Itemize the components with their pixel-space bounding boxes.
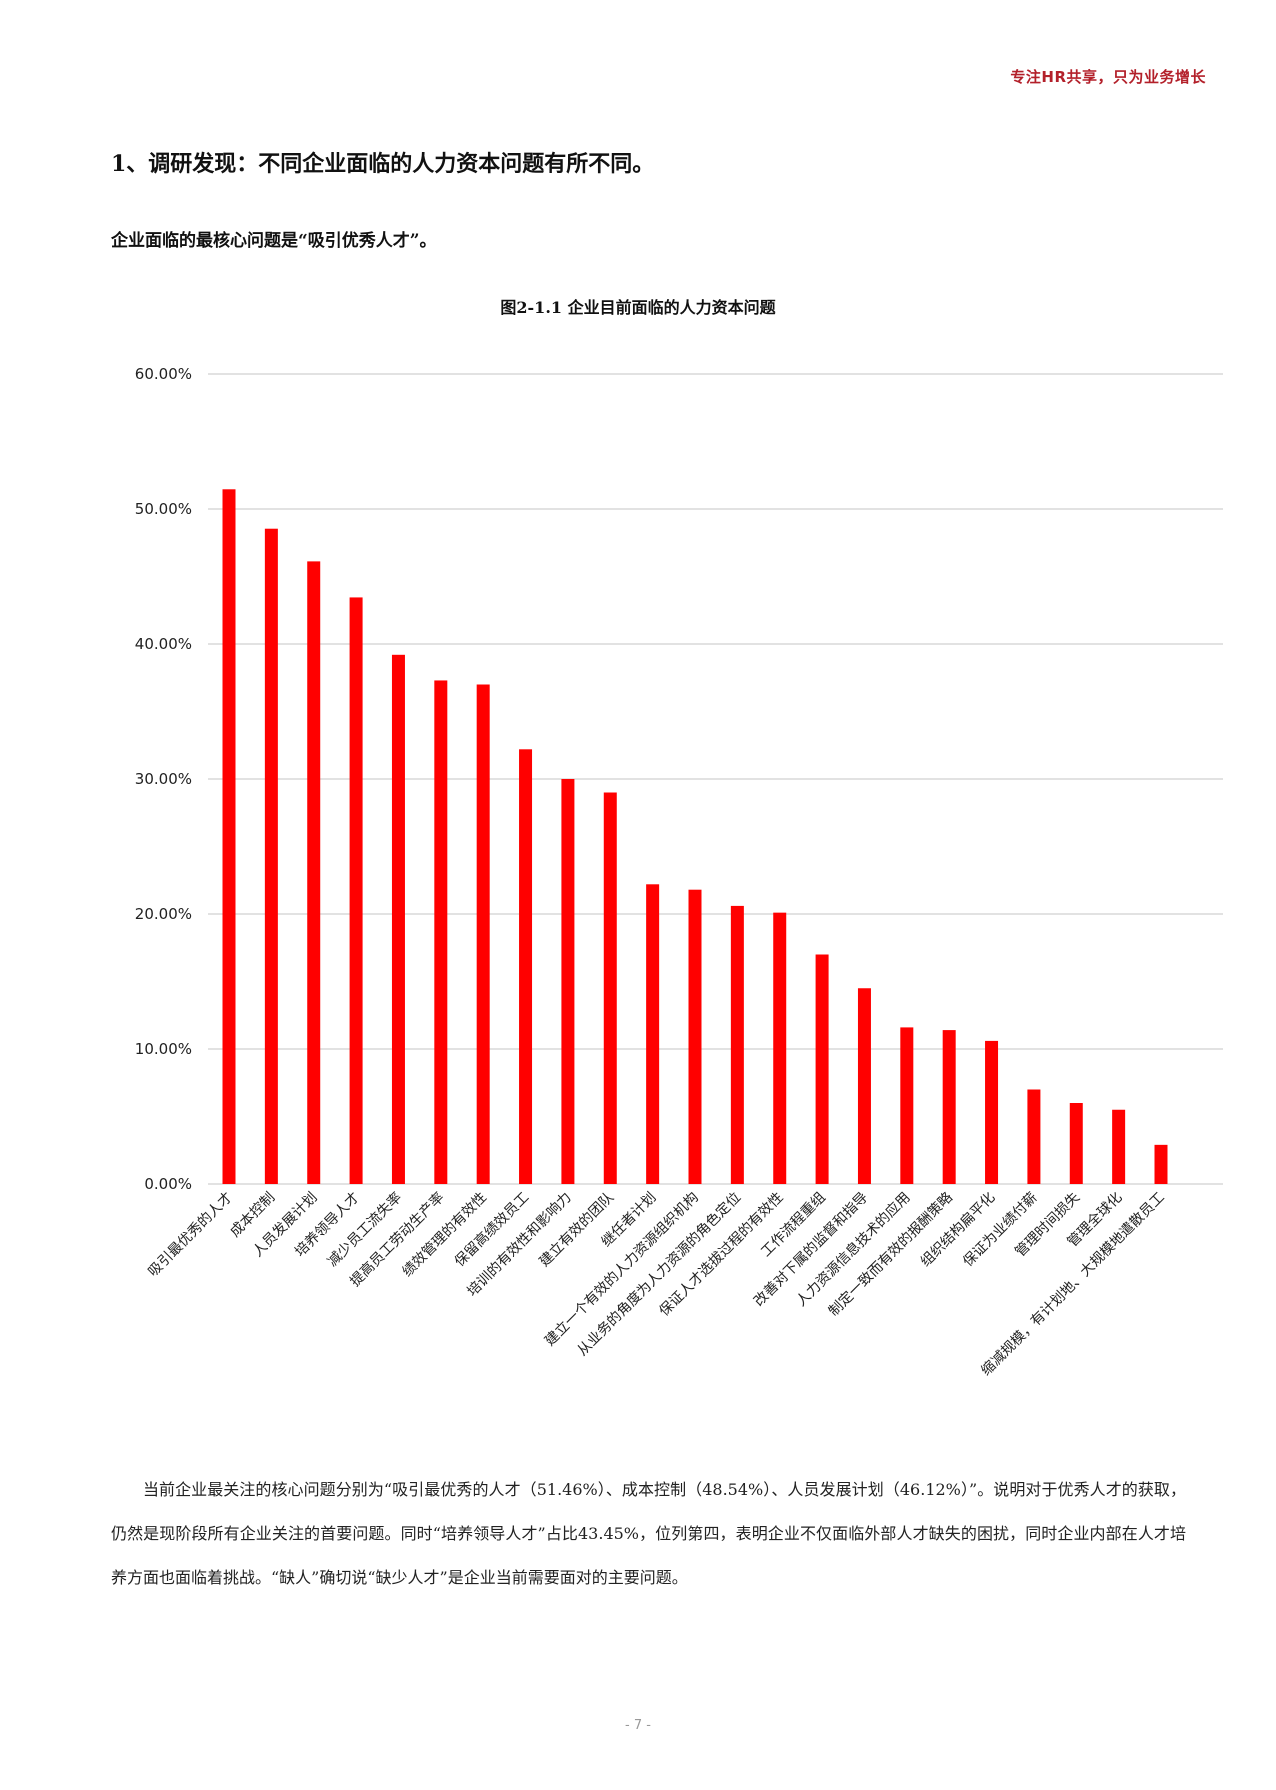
bar (688, 889, 702, 1184)
bar (1154, 1144, 1168, 1184)
y-tick-label: 60.00% (135, 365, 192, 383)
y-tick-label: 0.00% (144, 1175, 192, 1193)
figure-title: 图2-1.1 企业目前面临的人力资本问题 (500, 298, 776, 317)
bar (476, 684, 490, 1184)
y-tick-label: 50.00% (135, 500, 192, 518)
lead-statement: 企业面临的最核心问题是“吸引优秀人才”。 (111, 231, 437, 251)
bar (561, 779, 575, 1184)
bar (1069, 1103, 1083, 1184)
bar (519, 749, 533, 1184)
bar (391, 654, 405, 1184)
bar (264, 528, 278, 1184)
x-category-label: 建立一个有效的人力资源组织机构 (542, 1190, 702, 1350)
bar (773, 912, 787, 1184)
bar (1027, 1089, 1041, 1184)
y-tick-label: 30.00% (135, 770, 192, 788)
bar-chart-canvas: 0.00% 10.00% 20.00% 30.00% 40.00% 50.00% 60.00… (135, 365, 1223, 1379)
bar-chart: 0.00% 10.00% 20.00% 30.00% 40.00% 50.00% 60.00… (135, 365, 1223, 1379)
bar (942, 1030, 956, 1184)
x-category-label: 吸引最优秀的人才 (145, 1190, 236, 1281)
x-category-label: 保留高绩效员工 (451, 1189, 532, 1270)
section-title: 1、调研发现：不同企业面临的人力资本问题有所不同。 (111, 151, 655, 177)
x-category-label: 保证为业绩付薪 (960, 1190, 1041, 1271)
body-paragraph: 当前企业最关注的核心问题分别为“吸引最优秀的人才（51.46%）、成本控制（48… (111, 1480, 1186, 1587)
bar (434, 680, 448, 1184)
bar (603, 792, 617, 1184)
x-category-label: 建立有效的团队 (536, 1190, 617, 1271)
y-tick-label: 20.00% (135, 905, 192, 923)
x-category-label: 组织结构扁平化 (918, 1190, 999, 1271)
bar (646, 884, 660, 1184)
bar (349, 597, 363, 1184)
bar (900, 1027, 914, 1184)
page-number: - 7 - (625, 1718, 651, 1733)
bar (985, 1040, 999, 1184)
y-tick-label: 10.00% (135, 1040, 192, 1058)
y-tick-label: 40.00% (135, 635, 192, 653)
bar (815, 954, 829, 1184)
bar (307, 561, 321, 1184)
bar (730, 905, 744, 1184)
header-tagline: 专注HR共享，只为业务增长 (1010, 68, 1206, 86)
bar (1112, 1109, 1126, 1184)
x-category-label: 减少员工流失率 (324, 1189, 405, 1270)
bar (857, 988, 871, 1184)
bar (222, 489, 236, 1184)
